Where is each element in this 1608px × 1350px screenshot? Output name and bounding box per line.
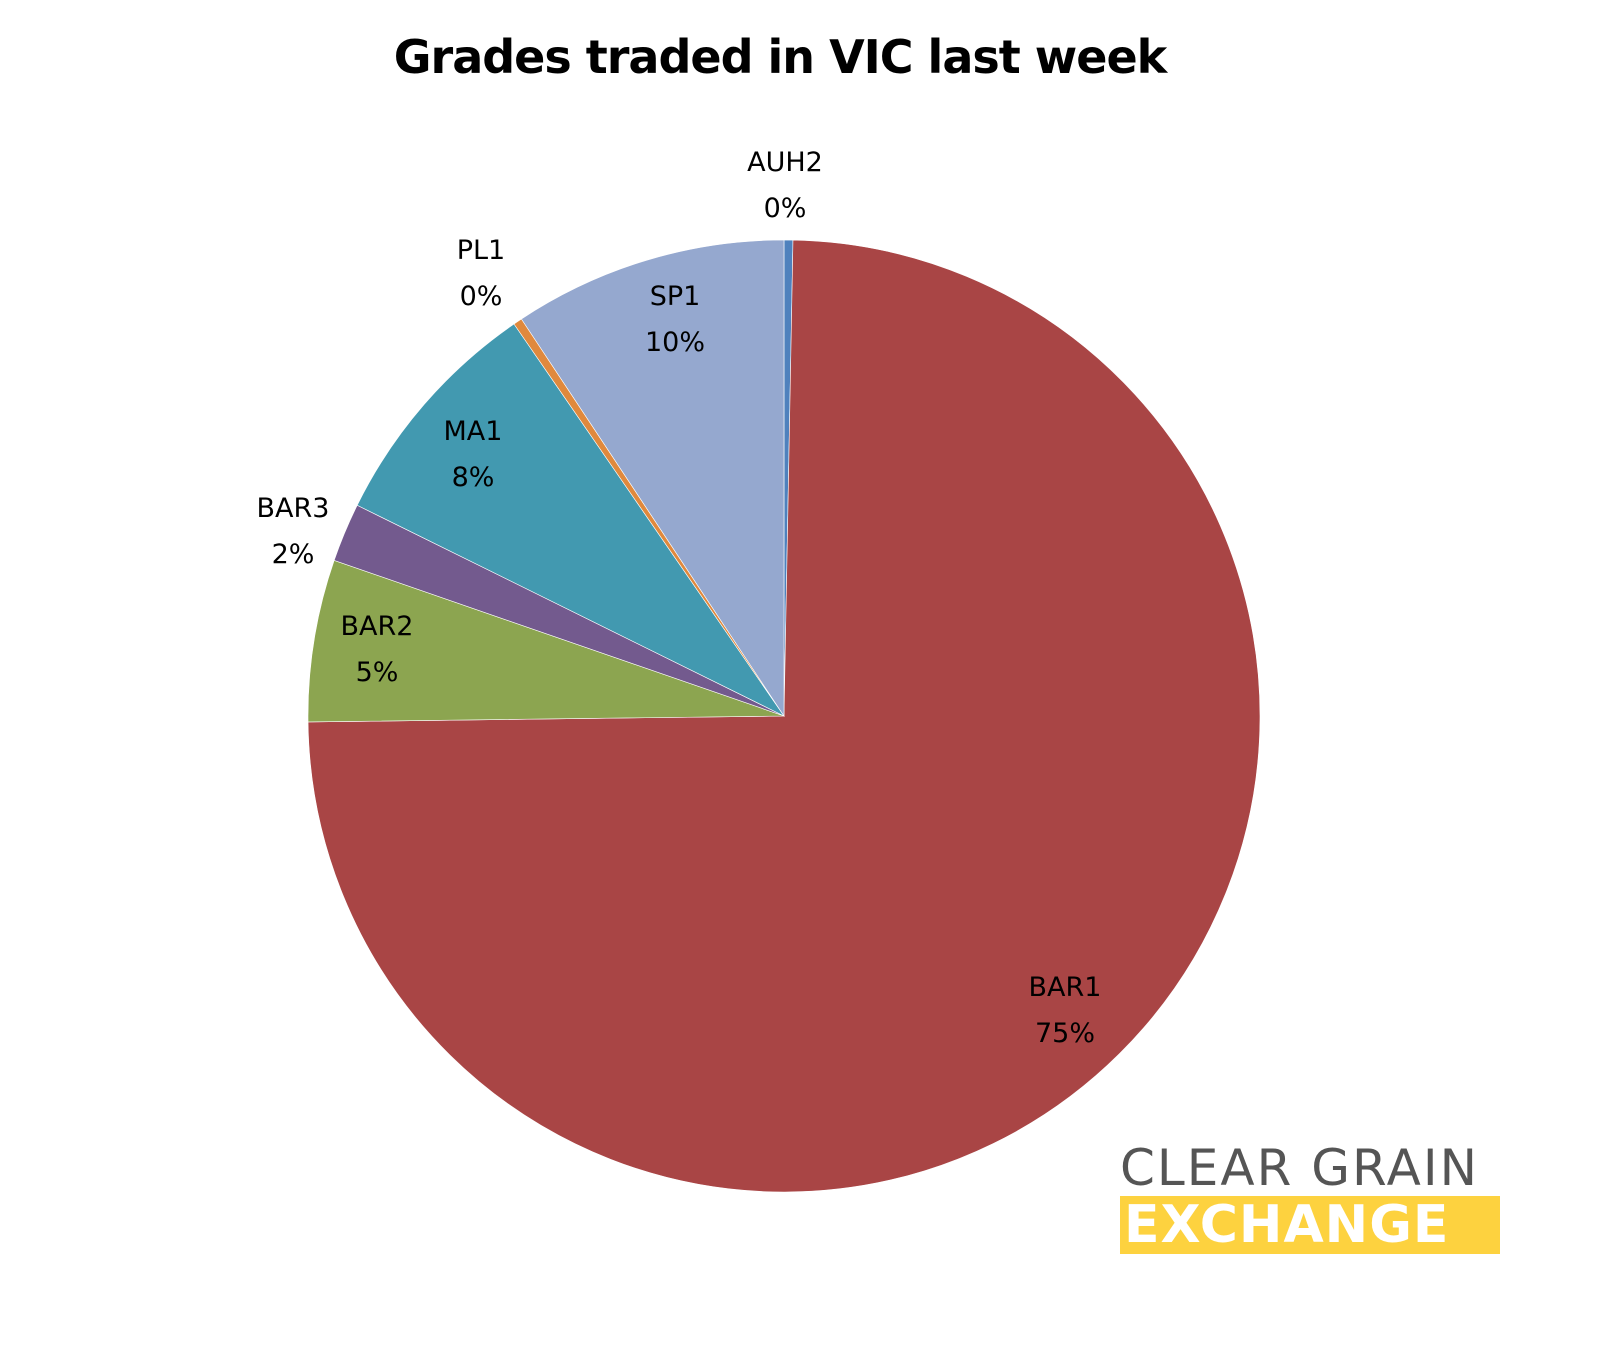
label-ma1: MA1 8%	[443, 416, 503, 493]
logo-line1: CLEAR GRAIN	[1120, 1139, 1480, 1197]
label-bar2: BAR2 5%	[340, 611, 414, 688]
pie-slice-ma1	[356, 323, 785, 717]
pie-slice-sp1	[521, 239, 785, 717]
label-sp1: SP1 10%	[644, 281, 705, 358]
label-pl1: PL1 0%	[456, 235, 506, 312]
chart-title: Grades traded in VIC last week	[393, 30, 1167, 84]
clear-grain-exchange-logo: CLEAR GRAIN EXCHANGE	[1120, 1140, 1500, 1254]
logo-line2: EXCHANGE	[1120, 1196, 1500, 1254]
label-bar3: BAR3 2%	[256, 493, 330, 570]
label-auh2: AUH2 0%	[747, 147, 823, 224]
label-bar1: BAR1 75%	[1028, 972, 1102, 1049]
pie-slice-bar2	[307, 560, 785, 723]
